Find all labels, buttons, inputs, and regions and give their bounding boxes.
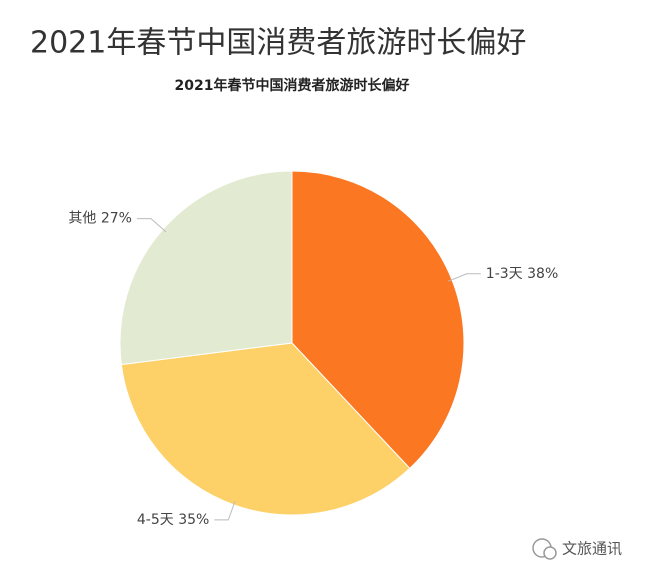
watermark: 文旅通讯 xyxy=(532,538,622,560)
watermark-text: 文旅通讯 xyxy=(562,540,622,558)
category-label: 其他 xyxy=(68,211,96,227)
value-label: 38% xyxy=(527,266,558,282)
data-label: 1-3天 38% xyxy=(486,266,558,282)
data-label: 4-5天 35% xyxy=(137,512,209,528)
watermark-icon xyxy=(543,546,557,560)
page-title: 2021年春节中国消费者旅游时长偏好 xyxy=(30,26,526,61)
value-label: 27% xyxy=(101,211,132,227)
leader-line xyxy=(136,218,167,233)
chart-title: 2021年春节中国消费者旅游时长偏好 xyxy=(175,77,410,94)
leader-line xyxy=(214,500,236,521)
data-label: 其他 27% xyxy=(68,211,132,227)
category-label: 1-3天 xyxy=(486,266,523,282)
category-label: 4-5天 xyxy=(137,512,174,528)
leader-line xyxy=(448,273,481,282)
value-label: 35% xyxy=(178,512,209,528)
